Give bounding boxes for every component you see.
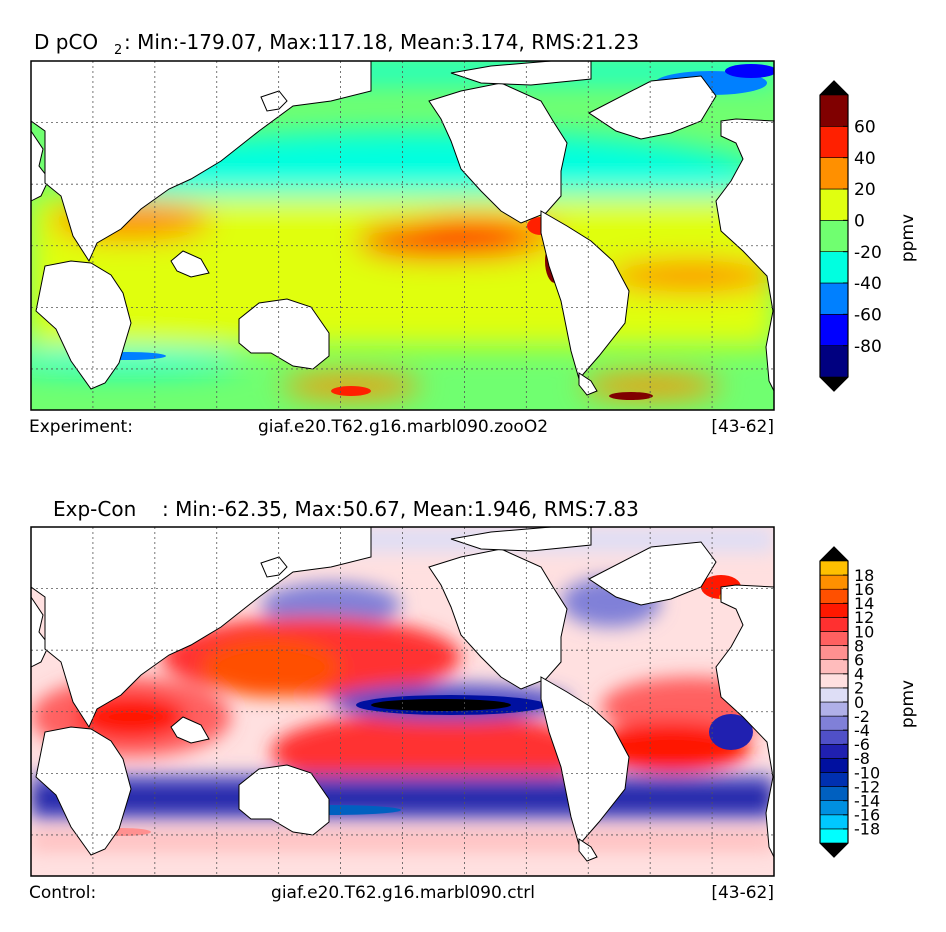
- colorbar-tick-label: 8: [854, 636, 864, 655]
- footer-years: [43-62]: [711, 417, 774, 437]
- colorbar-swatch: [819, 828, 849, 844]
- colorbar-tick-label: 0: [854, 693, 864, 712]
- colorbar-tick-label: -12: [854, 777, 880, 796]
- colorbar-swatch: [819, 314, 849, 346]
- colorbar-tick-label: 16: [854, 580, 874, 599]
- colorbar-tick-label: 12: [854, 608, 874, 627]
- colorbar-swatch: [819, 743, 849, 759]
- colorbar-tick-label: -40: [854, 274, 882, 294]
- colorbar-tick-label: 40: [854, 149, 876, 169]
- colorbar-swatch: [819, 588, 849, 604]
- colorbar-tick-label: -80: [854, 337, 882, 357]
- panel-difference: Exp-Con : Min:-62.35, Max:50.67, Mean:1.…: [29, 497, 918, 903]
- colorbar-swatch: [819, 687, 849, 703]
- colorbar-tick-label: 10: [854, 622, 874, 641]
- map-gridlines: [31, 527, 774, 876]
- colorbar-tick-label: -20: [854, 243, 882, 263]
- footer-case: giaf.e20.T62.g16.marbl090.zooO2: [258, 417, 548, 437]
- colorbar-tick-label: 60: [854, 117, 876, 137]
- colorbar-swatch: [819, 645, 849, 660]
- colorbar-swatch: [819, 345, 849, 378]
- map-frame: [30, 60, 775, 411]
- map-title-prefix: D pCO: [34, 30, 98, 54]
- colorbar-tick-label: -60: [854, 305, 882, 325]
- colorbar-swatch: [819, 701, 849, 717]
- footer-label: Experiment:: [29, 417, 133, 437]
- colorbar-swatch: [819, 157, 849, 190]
- colorbar-swatch: [819, 673, 849, 689]
- colorbar-swatch: [819, 126, 849, 158]
- map-title-prefix: Exp-Con: [53, 497, 136, 521]
- map-gridlines: [31, 61, 774, 410]
- footer-case: giaf.e20.T62.g16.marbl090.ctrl: [271, 883, 535, 903]
- colorbar-swatch: [819, 715, 849, 731]
- map-frame: [30, 526, 775, 877]
- colorbar-swatch: [819, 772, 849, 787]
- colorbar-outline: [819, 80, 849, 392]
- colorbar-tick-label: 2: [854, 679, 864, 698]
- colorbar-extend-low: [820, 377, 848, 391]
- colorbar-tick-label: -8: [854, 749, 870, 768]
- colorbar-tick-label: -18: [854, 820, 880, 839]
- colorbar-label: ppmv: [898, 680, 918, 728]
- colorbar-swatch: [819, 617, 849, 632]
- colorbar-swatch: [819, 659, 849, 675]
- colorbar-swatch: [819, 800, 849, 816]
- colorbar-swatch: [819, 220, 849, 252]
- colorbar-outline: [819, 546, 849, 858]
- colorbar-tick-label: -14: [854, 791, 880, 810]
- map-title-subscript: 2: [114, 43, 122, 58]
- colorbar-swatch: [819, 602, 849, 618]
- colorbar-tick-label: -6: [854, 735, 870, 754]
- colorbar-swatch: [819, 560, 849, 576]
- colorbar-tick-label: 6: [854, 650, 864, 669]
- footer-label: Control:: [29, 883, 96, 903]
- colorbar-extend-high: [820, 547, 848, 561]
- colorbar-tick-label: 4: [854, 665, 864, 684]
- map-title-stats: : Min:-62.35, Max:50.67, Mean:1.946, RMS…: [162, 497, 639, 521]
- colorbar-label: ppmv: [898, 214, 918, 262]
- map-title-stats: : Min:-179.07, Max:117.18, Mean:3.174, R…: [124, 30, 639, 54]
- colorbar-swatch: [819, 94, 849, 127]
- colorbar-swatch: [819, 729, 849, 745]
- colorbar-tick-label: 14: [854, 594, 874, 613]
- footer-years: [43-62]: [711, 883, 774, 903]
- map-plot-area: [31, 61, 774, 410]
- map-plot-area: [31, 527, 774, 876]
- colorbar-swatch: [819, 631, 849, 646]
- panel-experiment: D pCO 2 : Min:-179.07, Max:117.18, Mean:…: [29, 30, 918, 437]
- colorbar-swatch: [819, 188, 849, 221]
- colorbar-tick-label: 20: [854, 180, 876, 200]
- colorbar-tick-label: 0: [854, 211, 865, 231]
- colorbar-tick-label: -16: [854, 806, 880, 825]
- colorbar-swatch: [819, 786, 849, 801]
- colorbar-swatch: [819, 282, 849, 315]
- colorbar-extend-high: [820, 81, 848, 95]
- colorbar-swatch: [819, 251, 849, 284]
- colorbar-swatch: [819, 814, 849, 830]
- colorbar-swatch: [819, 574, 849, 590]
- colorbar-swatch: [819, 758, 849, 773]
- colorbar-tick-label: -2: [854, 707, 870, 726]
- colorbar-tick-label: 18: [854, 566, 874, 585]
- colorbar-extend-low: [820, 843, 848, 857]
- colorbar-tick-label: -10: [854, 763, 880, 782]
- colorbar: 60 40 20 0 -20 -40 -60 -80: [819, 80, 882, 392]
- colorbar-tick-label: -4: [854, 721, 870, 740]
